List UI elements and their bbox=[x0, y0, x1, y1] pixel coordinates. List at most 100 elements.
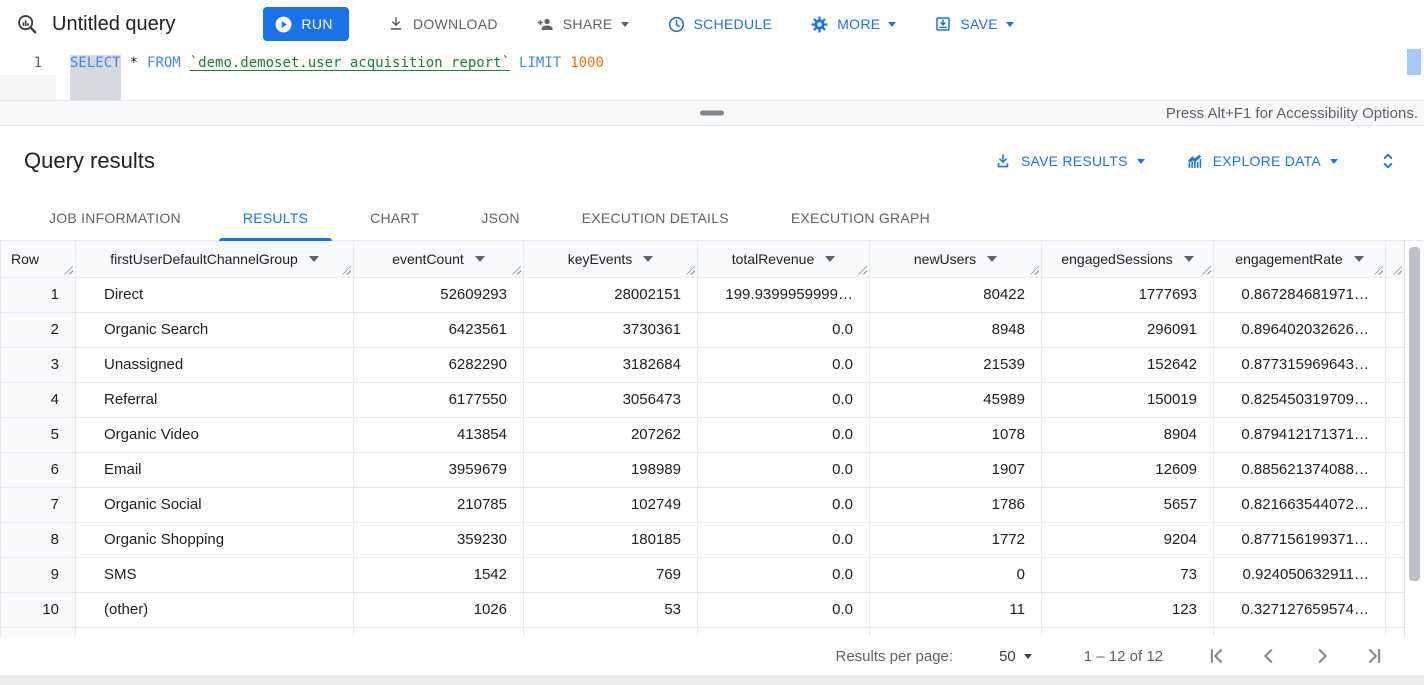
query-magnifier-icon bbox=[16, 13, 38, 35]
table-cell-clipped bbox=[1385, 556, 1404, 593]
column-menu-caret-icon[interactable] bbox=[1183, 255, 1194, 262]
table-cell: 210785 bbox=[353, 486, 524, 523]
previous-page-button[interactable] bbox=[1258, 645, 1280, 667]
pagination-footer: Results per page: 50 1 – 12 of 12 bbox=[0, 637, 1424, 675]
sql-table-reference[interactable]: `demo.demoset.user_acquisition_report` bbox=[189, 55, 511, 71]
play-icon bbox=[274, 15, 293, 34]
column-resize-handle[interactable] bbox=[686, 265, 695, 275]
sql-code-line[interactable]: SELECT * FROM `demo.demoset.user_acquisi… bbox=[56, 48, 604, 100]
run-label: RUN bbox=[301, 16, 333, 32]
chevron-left-icon bbox=[1264, 649, 1273, 663]
table-cell: Organic Social bbox=[75, 486, 354, 523]
editor-results-splitter[interactable]: Press Alt+F1 for Accessibility Options. bbox=[0, 100, 1424, 126]
column-header-firstuserdefaultchannelgroup[interactable]: firstUserDefaultChannelGroup bbox=[75, 241, 354, 278]
column-resize-handle[interactable] bbox=[1030, 265, 1039, 275]
table-cell-clipped bbox=[1385, 276, 1404, 313]
results-tabs: JOB INFORMATION RESULTS CHART JSON EXECUTION… bbox=[0, 196, 1424, 241]
table-cell: 5 bbox=[0, 416, 76, 453]
more-caret-icon bbox=[888, 21, 897, 27]
editor-scrollbar-thumb[interactable] bbox=[1407, 49, 1421, 75]
page-size-caret-icon bbox=[1023, 653, 1032, 659]
sql-keyword-limit: LIMIT bbox=[519, 55, 562, 71]
tab-chart[interactable]: CHART bbox=[346, 196, 443, 240]
table-cell: 0.0 bbox=[697, 311, 870, 348]
table-cell: 150019 bbox=[1041, 381, 1214, 418]
table-cell: 0.885621374088… bbox=[1213, 451, 1386, 488]
more-button[interactable]: MORE bbox=[810, 15, 897, 34]
next-page-button[interactable] bbox=[1311, 645, 1333, 667]
table-cell-clipped bbox=[1385, 486, 1404, 523]
table-cell: Organic Search bbox=[75, 311, 354, 348]
column-resize-handle[interactable] bbox=[342, 265, 351, 275]
column-resize-handle[interactable] bbox=[1393, 265, 1402, 275]
column-menu-caret-icon[interactable] bbox=[1353, 255, 1364, 262]
table-cell: 199.9399959999… bbox=[697, 276, 870, 313]
column-resize-handle[interactable] bbox=[1374, 265, 1383, 275]
splitter-drag-handle[interactable] bbox=[700, 110, 724, 116]
column-label: engagementRate bbox=[1235, 250, 1343, 267]
table-cell: 0.0 bbox=[697, 486, 870, 523]
table-cell: 0.0 bbox=[697, 521, 870, 558]
column-header-engagedsessions[interactable]: engagedSessions bbox=[1041, 241, 1214, 278]
column-header-engagementrate[interactable]: engagementRate bbox=[1213, 241, 1386, 278]
column-resize-handle[interactable] bbox=[1202, 265, 1211, 275]
tab-execution-details[interactable]: EXECUTION DETAILS bbox=[558, 196, 753, 240]
table-cell: 0.0 bbox=[697, 346, 870, 383]
column-resize-handle[interactable] bbox=[64, 265, 73, 275]
table-cell: 0.867284681971… bbox=[1213, 276, 1386, 313]
save-button[interactable]: SAVE bbox=[934, 15, 1014, 33]
table-scrollbar-thumb[interactable] bbox=[1409, 247, 1420, 581]
column-menu-caret-icon[interactable] bbox=[643, 255, 654, 262]
table-cell: 5657 bbox=[1041, 486, 1214, 523]
column-header-keyevents[interactable]: keyEvents bbox=[523, 241, 698, 278]
last-page-button[interactable] bbox=[1364, 645, 1386, 667]
table-cell-clipped bbox=[1385, 381, 1404, 418]
save-results-button[interactable]: SAVE RESULTS bbox=[994, 152, 1145, 170]
table-row: 9 SMS 1542 769 0.0 0 73 0.924050632911… bbox=[0, 556, 1404, 593]
first-page-button[interactable] bbox=[1205, 645, 1227, 667]
table-cell: 1786 bbox=[869, 486, 1042, 523]
tab-job-information[interactable]: JOB INFORMATION bbox=[25, 196, 205, 240]
column-resize-handle[interactable] bbox=[858, 265, 867, 275]
gear-icon bbox=[810, 15, 829, 34]
table-row: 5 Organic Video 413854 207262 0.0 1078 8904 0.8… bbox=[0, 416, 1404, 453]
table-cell: 180185 bbox=[523, 521, 698, 558]
share-label: SHARE bbox=[562, 16, 613, 32]
table-cell: 937 bbox=[353, 626, 524, 637]
share-button[interactable]: SHARE bbox=[536, 15, 629, 34]
column-header-newusers[interactable]: newUsers bbox=[869, 241, 1042, 278]
page-size-select[interactable]: 50 bbox=[999, 648, 1032, 665]
download-button[interactable]: DOWNLOAD bbox=[387, 15, 498, 33]
query-title: Untitled query bbox=[52, 12, 176, 35]
run-button[interactable]: RUN bbox=[263, 7, 349, 41]
table-cell: 12609 bbox=[1041, 451, 1214, 488]
table-vertical-scrollbar[interactable] bbox=[1404, 241, 1424, 637]
schedule-button[interactable]: SCHEDULE bbox=[667, 15, 773, 34]
table-cell: 11 bbox=[869, 591, 1042, 628]
table-cell: 1777693 bbox=[1041, 276, 1214, 313]
column-menu-caret-icon[interactable] bbox=[987, 255, 998, 262]
column-header-eventcount[interactable]: eventCount bbox=[353, 241, 524, 278]
column-resize-handle[interactable] bbox=[512, 265, 521, 275]
table-cell-clipped bbox=[1385, 416, 1404, 453]
tab-json[interactable]: JSON bbox=[457, 196, 543, 240]
save-label: SAVE bbox=[960, 16, 998, 32]
editor-scrollbar[interactable] bbox=[1407, 49, 1421, 99]
unfold-icon bbox=[1378, 151, 1398, 171]
table-cell: Direct bbox=[75, 276, 354, 313]
table-cell: Email bbox=[75, 451, 354, 488]
accessibility-hint: Press Alt+F1 for Accessibility Options. bbox=[1165, 104, 1418, 122]
table-cell: 0.877156199371… bbox=[1213, 521, 1386, 558]
tab-results[interactable]: RESULTS bbox=[218, 196, 333, 241]
table-cell: 3056473 bbox=[523, 381, 698, 418]
table-header-row: Row firstUserDefaultChannelGroup eventCoun… bbox=[0, 241, 1404, 278]
explore-data-button[interactable]: EXPLORE DATA bbox=[1185, 152, 1338, 171]
sql-editor[interactable]: 1 SELECT * FROM `demo.demoset.user_acqui… bbox=[0, 48, 1424, 100]
column-menu-caret-icon[interactable] bbox=[825, 255, 836, 262]
column-header-totalrevenue[interactable]: totalRevenue bbox=[697, 241, 870, 278]
column-menu-caret-icon[interactable] bbox=[308, 255, 319, 262]
horizontal-scrollbar[interactable] bbox=[0, 675, 1424, 685]
column-menu-caret-icon[interactable] bbox=[474, 255, 485, 262]
collapse-results-button[interactable] bbox=[1378, 151, 1398, 171]
tab-execution-graph[interactable]: EXECUTION GRAPH bbox=[767, 196, 954, 240]
